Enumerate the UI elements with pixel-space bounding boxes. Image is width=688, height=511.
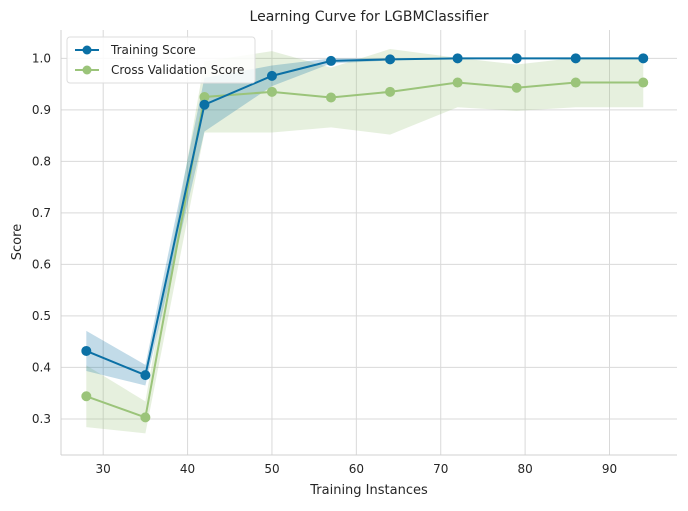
legend-box <box>66 36 256 84</box>
legend: Training Score Cross Validation Score <box>66 36 256 84</box>
data-point-cross-validation <box>326 92 337 103</box>
legend-entry-label: Training Score <box>110 43 196 57</box>
legend-entry-label: Cross Validation Score <box>111 63 244 77</box>
x-tick-label: 40 <box>180 462 195 476</box>
data-point-cross-validation <box>511 82 522 93</box>
data-point-cross-validation <box>81 391 92 402</box>
data-point-training <box>199 99 210 110</box>
data-point-training <box>570 53 581 64</box>
x-tick-label: 50 <box>264 462 279 476</box>
data-point-training <box>385 54 396 65</box>
y-tick-label: 1.0 <box>32 51 51 65</box>
data-point-cross-validation <box>140 412 151 423</box>
data-point-training <box>326 55 337 66</box>
y-tick-label: 0.3 <box>32 412 51 426</box>
chart-title: Learning Curve for LGBMClassifier <box>250 9 489 25</box>
data-point-cross-validation <box>452 77 463 88</box>
plot-area: 30 40 50 60 70 80 90 0.3 0.4 0.5 0.6 0.7 0.8 0.9 1.0 <box>32 30 677 476</box>
legend-swatch-marker <box>82 65 92 75</box>
y-tick-label: 0.9 <box>32 103 51 117</box>
x-tick-label: 70 <box>433 462 448 476</box>
data-point-training <box>638 53 649 64</box>
data-point-cross-validation <box>385 86 396 97</box>
x-tick-label: 60 <box>349 462 364 476</box>
y-tick-label: 0.7 <box>32 206 51 220</box>
data-point-cross-validation <box>570 77 581 88</box>
data-point-cross-validation <box>638 77 649 88</box>
legend-swatch-marker <box>82 45 92 55</box>
y-tick-label: 0.6 <box>32 257 51 271</box>
data-point-training <box>81 345 92 356</box>
data-point-training <box>511 53 522 64</box>
x-axis-label: Training Instances <box>309 483 428 498</box>
data-point-training <box>266 70 277 81</box>
y-axis-label: Score <box>10 224 25 260</box>
y-tick-label: 0.4 <box>32 360 51 374</box>
confidence-band-cross-validation <box>86 49 644 434</box>
x-tick-label: 90 <box>602 462 617 476</box>
x-tick-label: 80 <box>517 462 532 476</box>
series-line-training <box>85 57 644 377</box>
data-point-training <box>140 370 151 381</box>
y-tick-label: 0.5 <box>32 309 51 323</box>
data-point-cross-validation <box>266 86 277 97</box>
data-point-training <box>452 53 463 64</box>
x-tick-label: 30 <box>96 462 111 476</box>
series-line-cross-validation <box>85 81 644 419</box>
y-tick-label: 0.8 <box>32 154 51 168</box>
